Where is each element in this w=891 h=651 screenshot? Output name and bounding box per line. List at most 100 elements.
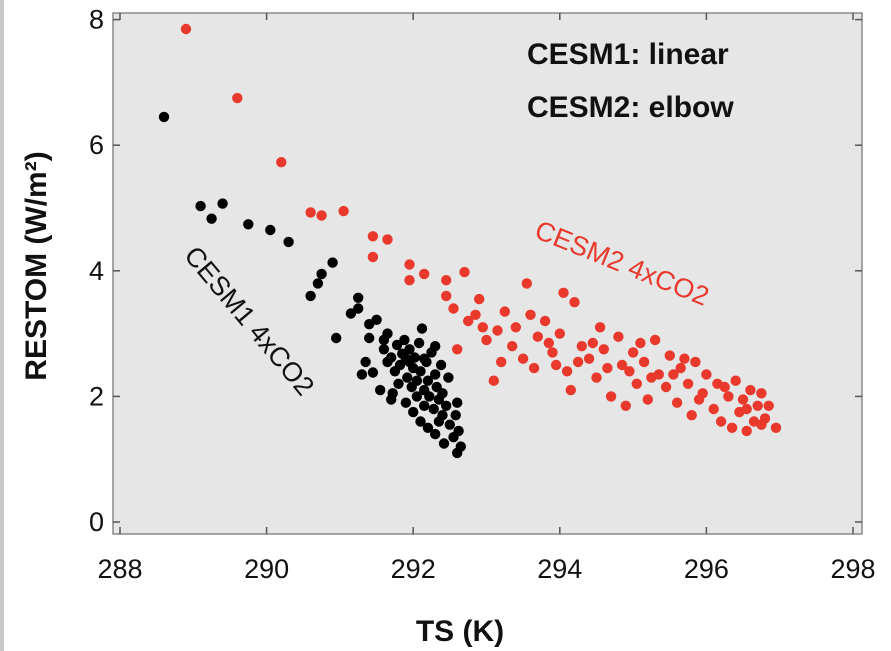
- data-point: [481, 334, 492, 346]
- data-point: [448, 303, 459, 314]
- data-point: [391, 339, 403, 351]
- data-point: [382, 234, 393, 245]
- data-point: [561, 366, 573, 377]
- data-point: [393, 378, 404, 389]
- data-point: [463, 315, 474, 327]
- data-point: [158, 111, 170, 123]
- data-point: [404, 344, 415, 355]
- data-point: [572, 356, 584, 368]
- data-point: [206, 213, 217, 224]
- data-point: [693, 394, 705, 405]
- data-point: [360, 356, 371, 368]
- data-point: [338, 205, 349, 217]
- data-point: [598, 344, 609, 355]
- data-point: [305, 207, 316, 218]
- data-point: [521, 278, 532, 289]
- data-point: [752, 400, 763, 411]
- data-point: [232, 92, 243, 104]
- data-point: [444, 419, 455, 430]
- data-point: [265, 224, 276, 236]
- data-point: [547, 347, 558, 358]
- data-point: [591, 372, 602, 383]
- data-point: [276, 157, 287, 168]
- data-point: [737, 394, 749, 405]
- data-point: [419, 268, 430, 280]
- data-point: [499, 306, 510, 317]
- data-point: [492, 325, 503, 336]
- data-point: [756, 419, 767, 430]
- data-point: [331, 332, 342, 344]
- data-point: [660, 381, 672, 393]
- data-point: [507, 341, 518, 352]
- data-point: [364, 332, 375, 344]
- data-point: [402, 372, 413, 383]
- data-point: [554, 328, 565, 339]
- data-point: [305, 290, 316, 302]
- x-tick-label: 298: [830, 554, 875, 584]
- data-point: [415, 416, 426, 427]
- data-point: [452, 397, 463, 408]
- y-axis: 0 2 4 6 8: [89, 5, 862, 537]
- window-left-border: [0, 0, 4, 651]
- data-point: [430, 341, 441, 352]
- data-point: [635, 337, 646, 349]
- data-point: [400, 397, 412, 408]
- data-point: [419, 400, 430, 411]
- data-point: [327, 257, 338, 268]
- data-point: [459, 266, 470, 278]
- data-point: [441, 400, 452, 411]
- data-point: [180, 23, 192, 35]
- data-point: [517, 353, 529, 364]
- data-point: [741, 425, 752, 437]
- data-point: [408, 406, 419, 418]
- x-tick-label: 296: [684, 554, 729, 584]
- data-point: [550, 359, 562, 371]
- data-point: [543, 337, 554, 349]
- data-point: [217, 198, 228, 209]
- data-point: [450, 410, 461, 421]
- data-point: [411, 391, 423, 402]
- data-point: [316, 268, 327, 280]
- data-point: [605, 391, 617, 402]
- data-point: [474, 293, 485, 305]
- data-point: [400, 353, 412, 364]
- data-point: [399, 334, 410, 346]
- data-point: [638, 356, 650, 368]
- data-point: [424, 391, 435, 402]
- data-point: [453, 425, 464, 437]
- data-point: [558, 287, 569, 298]
- data-point: [668, 369, 679, 380]
- data-point: [356, 369, 368, 380]
- data-point: [428, 403, 439, 415]
- y-tick-label: 6: [89, 130, 104, 160]
- data-point: [316, 210, 327, 221]
- data-point: [382, 328, 393, 339]
- data-point: [763, 400, 774, 411]
- x-tick-label: 288: [97, 554, 142, 584]
- data-point: [441, 290, 452, 302]
- data-point: [686, 410, 697, 421]
- data-point: [646, 372, 657, 383]
- data-point: [627, 347, 639, 358]
- data-point: [594, 322, 606, 333]
- data-point: [367, 251, 379, 263]
- data-point: [583, 353, 595, 364]
- data-point: [477, 322, 488, 333]
- data-point: [664, 350, 675, 361]
- x-axis-title: TS (K): [416, 615, 504, 648]
- data-point: [741, 403, 752, 415]
- data-point: [367, 231, 379, 242]
- data-point: [438, 438, 450, 449]
- data-point: [682, 378, 694, 389]
- data-point: [430, 428, 441, 440]
- y-tick-label: 4: [89, 256, 104, 286]
- data-point: [576, 341, 587, 352]
- data-point: [345, 308, 357, 319]
- data-point: [386, 352, 397, 363]
- data-point: [488, 375, 499, 386]
- y-axis-title: RESTOM (W/m²): [20, 151, 53, 380]
- data-point: [631, 378, 642, 389]
- data-point: [539, 315, 551, 327]
- data-point: [416, 323, 428, 334]
